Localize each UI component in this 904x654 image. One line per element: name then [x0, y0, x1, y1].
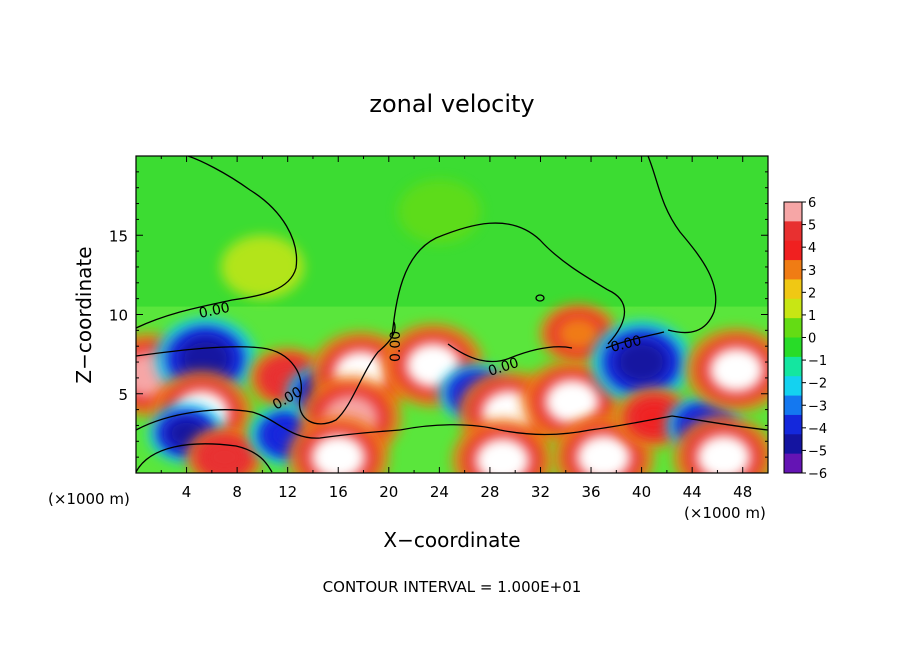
colorbar: 6 5 4 3 2 1 0 −1 −2 −3 −4 −5 −6 [783, 196, 827, 482]
contour-line-upper-left [136, 156, 298, 329]
contour-line-lower-left [136, 409, 401, 439]
contour-line-upper-middle [391, 222, 625, 345]
colorbar-segment [784, 298, 802, 319]
contour-line-bottom [136, 443, 273, 473]
field-feature [220, 234, 304, 299]
colorbar-segment [784, 240, 802, 261]
x-tick-label: 4 [182, 483, 192, 501]
colorbar-tick-label: 2 [808, 286, 816, 301]
field-feature [685, 327, 768, 412]
colorbar-tick-label: −5 [808, 444, 827, 459]
x-unit-left: (×1000 m) [48, 490, 130, 508]
field-feature [287, 415, 390, 473]
x-tick-label: 24 [430, 483, 449, 501]
x-axis-ticks: 4 8 12 16 20 24 28 32 36 40 44 48 [160, 156, 752, 501]
y-axis-label: Z−coordinate [72, 246, 96, 383]
contour-line-center-arc [447, 343, 573, 363]
contour-label: 0.00 [198, 300, 232, 322]
colorbar-segment [784, 395, 802, 416]
contour-label: 0.00 [388, 331, 404, 362]
colorbar-segment [784, 376, 802, 397]
colorbar-segment [784, 414, 802, 435]
velocity-field [136, 179, 768, 473]
colorbar-tick-label: 1 [808, 309, 816, 324]
colorbar-tick-label: −4 [808, 422, 827, 437]
colorbar-tick-label: −6 [808, 467, 827, 482]
contour-line-right-arc [605, 331, 665, 349]
field-feature [185, 427, 264, 473]
x-tick-label: 36 [581, 483, 600, 501]
field-feature [397, 179, 481, 244]
colorbar-tick-label: 6 [808, 196, 816, 211]
plot-area: 0.00 0.00 0.00 0.00 0.00 [136, 156, 768, 473]
chart-title: zonal velocity [369, 90, 534, 118]
colorbar-tick-label: 0 [808, 332, 816, 347]
zero-contours [136, 156, 768, 473]
contour-line-mid-band [136, 321, 396, 425]
y-tick-label: 15 [109, 227, 128, 245]
colorbar-tick-label: 3 [808, 264, 816, 279]
colorbar-segment [784, 434, 802, 455]
colorbar-segment [784, 356, 802, 377]
colorbar-segment [784, 318, 802, 338]
x-tick-label: 48 [733, 483, 752, 501]
y-tick-label: 5 [118, 386, 128, 404]
colorbar-segment [784, 279, 802, 300]
contour-line-lower-right [671, 415, 768, 431]
contour-line-upper-right [647, 156, 717, 334]
x-tick-label: 8 [232, 483, 242, 501]
colorbar-segment [784, 337, 802, 358]
field-feature [590, 320, 693, 405]
y-axis-ticks: 5 10 15 [109, 171, 768, 458]
x-unit-right: (×1000 m) [684, 504, 766, 522]
x-tick-label: 32 [531, 483, 550, 501]
x-tick-label: 12 [278, 483, 297, 501]
colorbar-segment [784, 260, 802, 280]
x-axis-label: X−coordinate [383, 528, 520, 552]
x-tick-label: 16 [329, 483, 348, 501]
contour-small-loop [535, 294, 545, 302]
colorbar-tick-label: −2 [808, 377, 827, 392]
x-tick-label: 44 [683, 483, 702, 501]
contour-interval-note: CONTOUR INTERVAL = 1.000E+01 [323, 578, 582, 596]
colorbar-segment [784, 453, 802, 474]
contour-line-lower-middle [399, 415, 673, 436]
field-feature [672, 415, 768, 473]
x-tick-label: 28 [480, 483, 499, 501]
colorbar-tick-label: 4 [808, 241, 816, 256]
y-tick-label: 10 [109, 307, 128, 325]
colorbar-segment [784, 202, 802, 222]
colorbar-tick-label: −1 [808, 354, 827, 369]
x-tick-label: 20 [379, 483, 398, 501]
contour-label: 0.00 [609, 333, 643, 356]
colorbar-tick-label: −3 [808, 399, 827, 414]
colorbar-segment [784, 221, 802, 242]
x-tick-label: 40 [632, 483, 651, 501]
field-feature [451, 418, 554, 473]
colorbar-tick-label: 5 [808, 219, 816, 234]
